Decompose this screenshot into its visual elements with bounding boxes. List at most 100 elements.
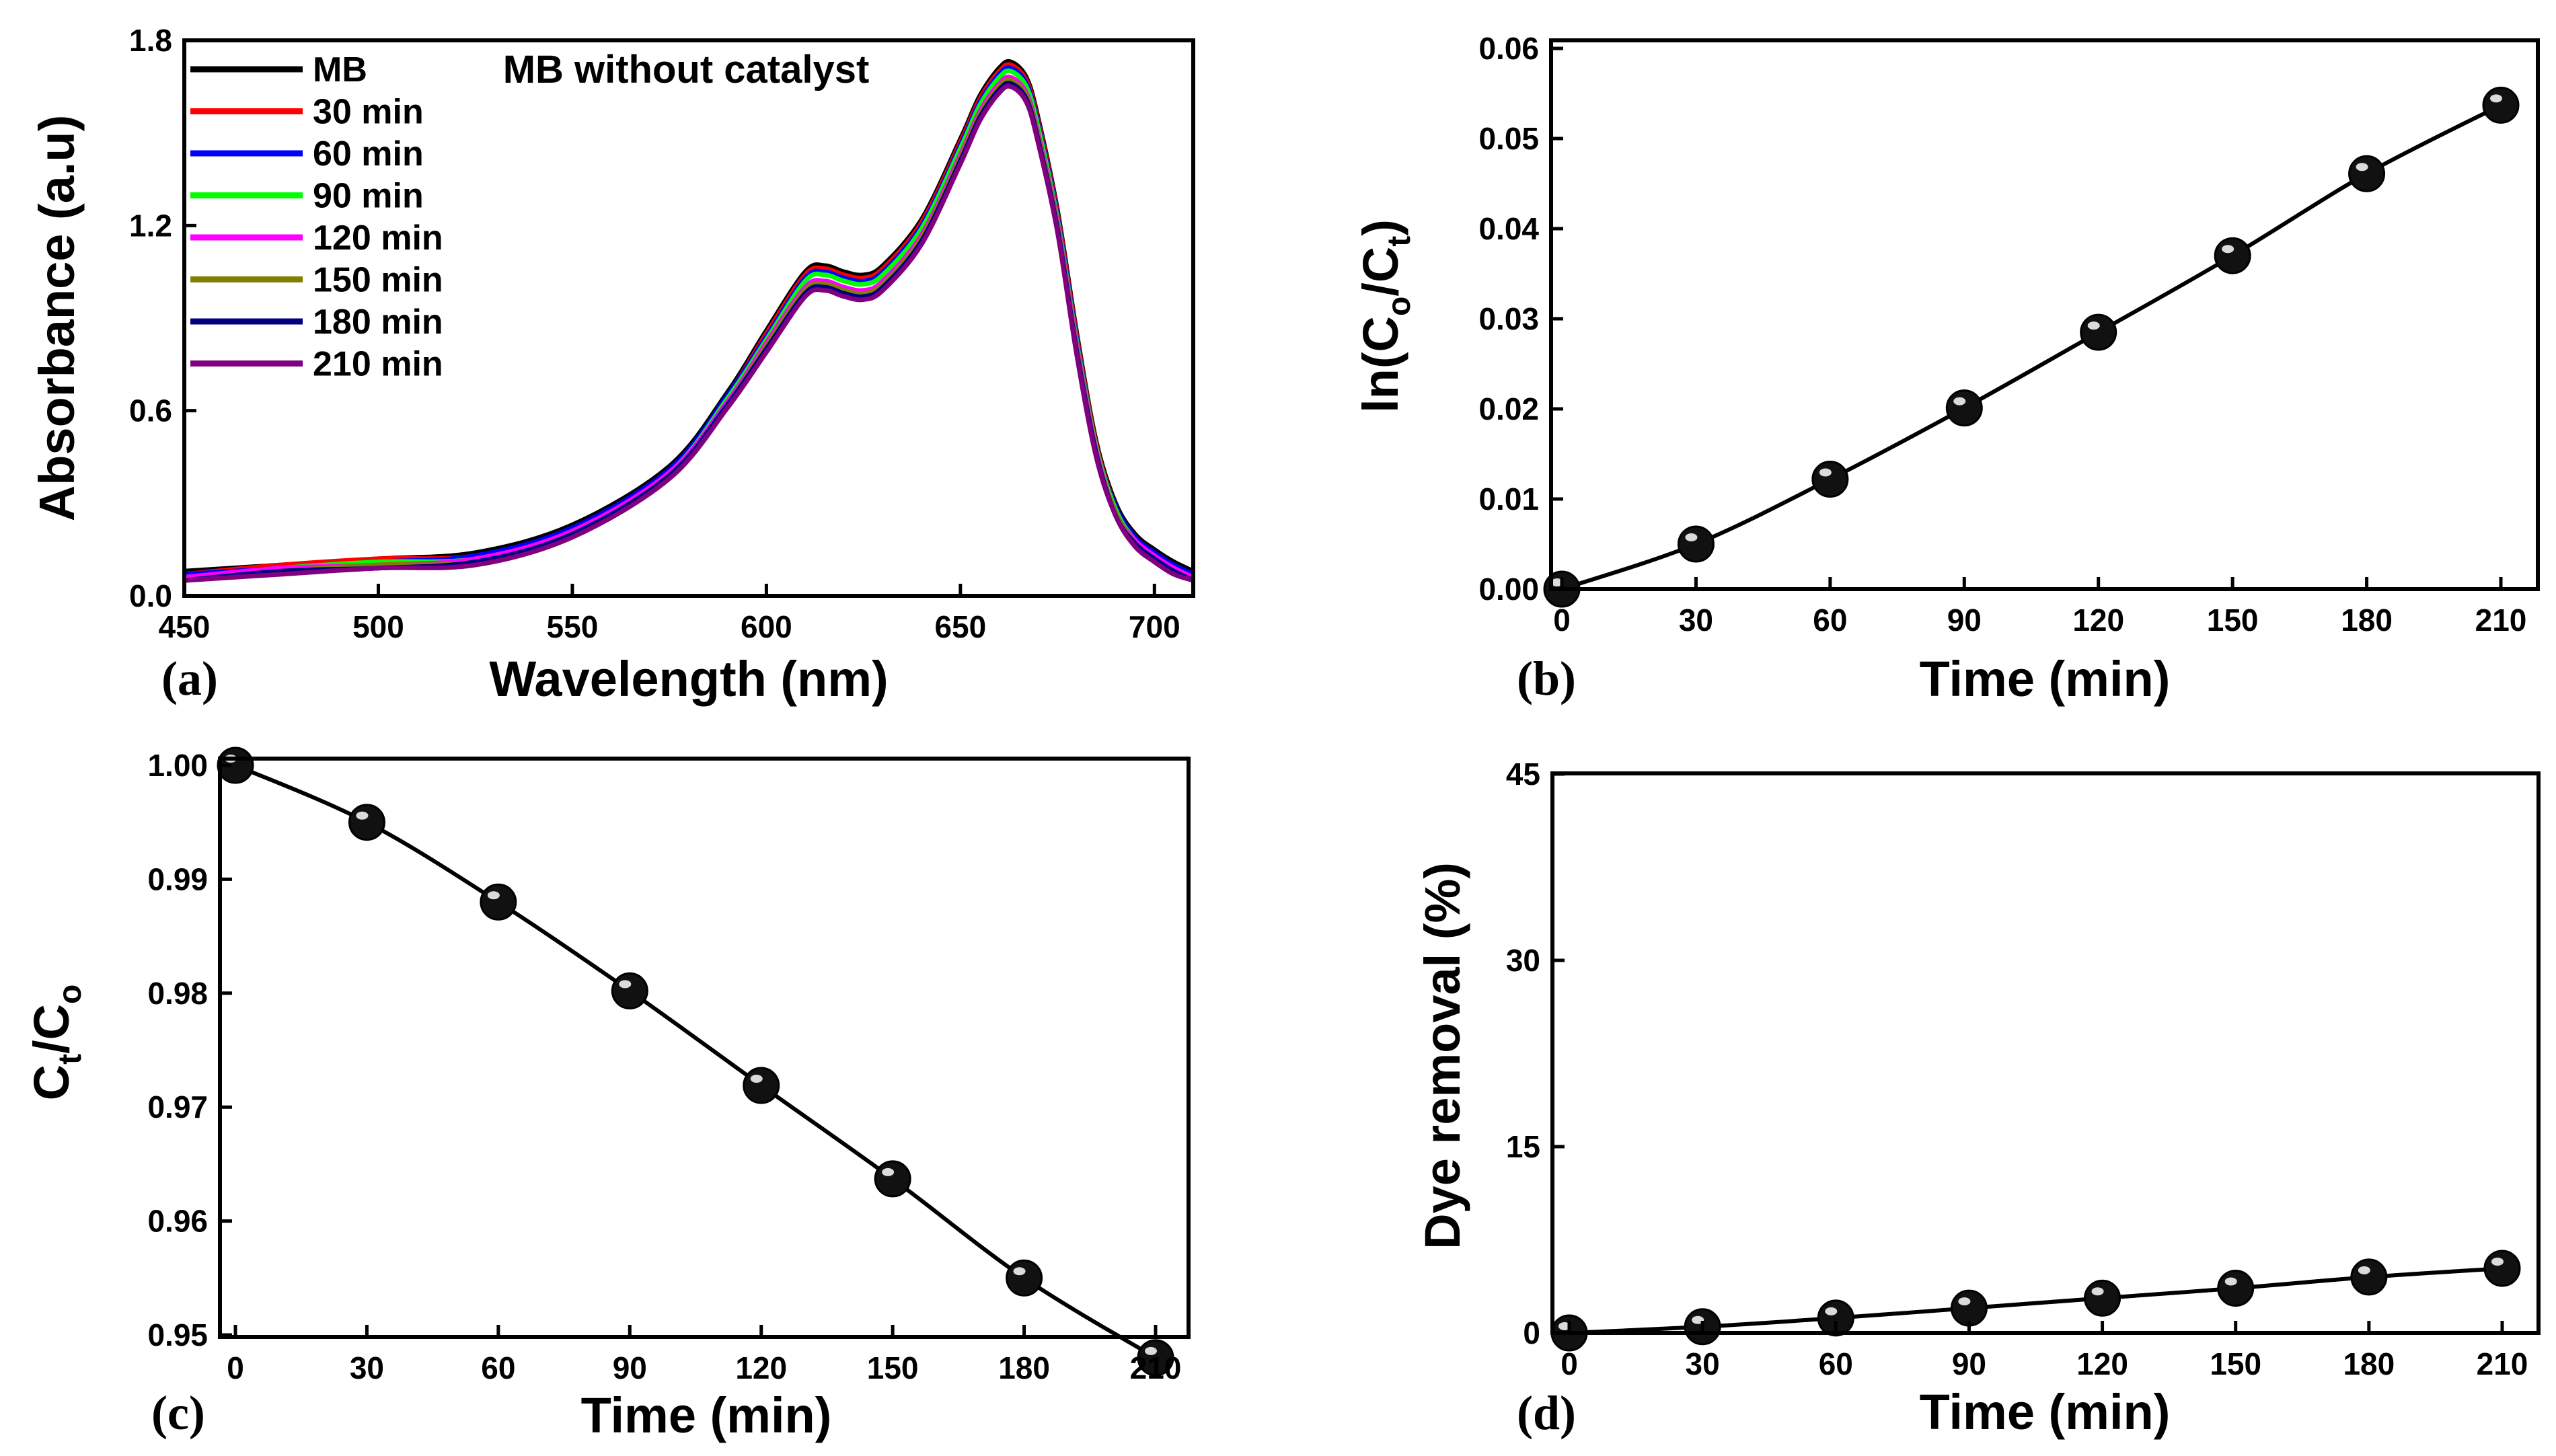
data-point-highlight [1953, 397, 1966, 406]
panel-d-letter: (d) [1517, 1386, 1576, 1440]
data-point-ball [2214, 237, 2251, 274]
data-point-ball [1006, 1259, 1043, 1297]
y-tick-label: 0.02 [1478, 391, 1539, 426]
data-point-highlight [2224, 1277, 2237, 1286]
y-tick-label: 0.05 [1478, 121, 1539, 156]
x-tick-label: 90 [1947, 603, 1982, 638]
panel-c-concentration-ratio-plot: 0 30 60 90 120 150 180 210 0.95 0.96 0.97 0.98 0.99… [24, 746, 1191, 1443]
x-tick-label: 0 [1561, 1346, 1578, 1381]
panel-c-data-points [217, 746, 1174, 1377]
panel-c-y-label-sub1: t [52, 1054, 88, 1065]
panel-c-x-ticks: 0 30 60 90 120 150 180 210 [227, 1325, 1181, 1385]
data-point-ball [1811, 461, 1849, 498]
data-point-highlight [2358, 1266, 2370, 1274]
x-tick-label: 0 [1553, 603, 1571, 638]
panel-d-dye-removal-plot: 0 30 60 90 120 150 180 210 0 15 30 45 Time (min) D… [1415, 757, 2541, 1440]
data-point-highlight [1145, 1346, 1157, 1355]
panel-a-frame [182, 38, 1195, 598]
x-tick-label: 150 [2207, 603, 2259, 638]
x-tick-label: 210 [1130, 1350, 1182, 1385]
data-point-ball [480, 883, 517, 921]
y-tick-label: 45 [1506, 757, 1540, 792]
data-point [1137, 1339, 1174, 1377]
data-point [2348, 155, 2386, 192]
x-tick-label: 210 [2477, 1346, 2528, 1381]
panel-a-y-ticks: 0.0 0.6 1.2 1.8 [129, 23, 196, 613]
data-point [1817, 1299, 1854, 1337]
panel-a-letter: (a) [161, 652, 218, 705]
legend-label: 60 min [313, 135, 424, 174]
panel-c-y-ticks: 0.95 0.96 0.97 0.98 0.99 1.00 [147, 748, 232, 1352]
x-tick-label: 150 [2210, 1346, 2261, 1381]
spectrum-line [184, 83, 1195, 583]
data-point [348, 804, 385, 841]
y-tick-label: 0.6 [129, 393, 172, 428]
data-point-highlight [882, 1167, 895, 1176]
data-point-highlight [1685, 533, 1698, 541]
y-tick-label: 0.04 [1478, 211, 1539, 246]
data-point-highlight [1958, 1297, 1971, 1306]
data-point [2080, 313, 2117, 351]
data-point [611, 972, 648, 1009]
panel-b-y-label-part2: /C [1353, 247, 1408, 297]
data-point [2482, 86, 2520, 124]
y-tick-label: 0.95 [147, 1317, 208, 1352]
x-tick-label: 60 [1819, 1346, 1853, 1381]
panel-b-y-axis-label: ln(Co/Ct) [1353, 219, 1417, 413]
panel-b-frame [1549, 38, 2540, 591]
panel-a-y-axis-label: Absorbance (a.u) [29, 115, 85, 521]
panel-a-title: MB without catalyst [503, 48, 870, 91]
panel-c-y-axis-label: Ct/Co [24, 985, 88, 1101]
legend-label: 210 min [313, 345, 443, 384]
data-point [2084, 1279, 2121, 1317]
data-point-highlight [2356, 163, 2368, 171]
data-point [2350, 1258, 2388, 1296]
data-point-highlight [750, 1075, 763, 1083]
data-point-ball [1950, 1289, 1988, 1327]
legend-label: 150 min [313, 261, 443, 300]
data-point-highlight [2490, 94, 2502, 103]
y-tick-label: 0.00 [1478, 572, 1539, 607]
data-point-ball [2217, 1270, 2255, 1307]
x-tick-label: 500 [352, 609, 404, 644]
y-tick-label: 30 [1506, 943, 1540, 978]
panel-c-y-label-sub2: o [52, 985, 88, 1004]
y-tick-label: 0.03 [1478, 301, 1539, 336]
legend-label: 120 min [313, 219, 443, 258]
data-point [2217, 1270, 2255, 1307]
data-point-ball [2350, 1258, 2388, 1296]
data-point [743, 1067, 780, 1104]
panel-b-x-axis-label: Time (min) [1920, 651, 2171, 707]
data-point [1677, 525, 1715, 563]
x-tick-label: 120 [2072, 603, 2124, 638]
data-point-ball [2483, 1250, 2521, 1287]
x-tick-label: 30 [1686, 1346, 1720, 1381]
panel-d-y-ticks: 0 15 30 45 [1506, 757, 1565, 1350]
y-tick-label: 0.98 [147, 976, 208, 1011]
data-point [874, 1160, 911, 1198]
data-point-ball [874, 1160, 911, 1198]
x-tick-label: 120 [2076, 1346, 2128, 1381]
panel-b-letter: (b) [1517, 652, 1576, 705]
panel-b-y-label-sub1: o [1382, 297, 1417, 316]
panel-b-y-label-part3: ) [1353, 219, 1408, 236]
y-tick-label: 0.0 [129, 578, 172, 613]
y-tick-label: 1.00 [147, 748, 208, 783]
data-point-highlight [2087, 321, 2100, 330]
y-tick-label: 15 [1506, 1129, 1540, 1164]
x-tick-label: 700 [1129, 609, 1180, 644]
data-point-highlight [1819, 468, 1832, 477]
data-point [2214, 237, 2251, 274]
y-tick-label: 1.2 [129, 208, 172, 243]
x-tick-label: 120 [735, 1350, 787, 1385]
data-point-highlight [356, 811, 369, 820]
data-point-ball [1945, 389, 1983, 427]
panel-c-y-label-part2: /C [24, 1004, 79, 1054]
x-tick-label: 180 [2341, 603, 2393, 638]
data-point [2483, 1250, 2521, 1287]
x-tick-label: 30 [350, 1350, 384, 1385]
y-tick-label: 0.01 [1478, 482, 1539, 516]
